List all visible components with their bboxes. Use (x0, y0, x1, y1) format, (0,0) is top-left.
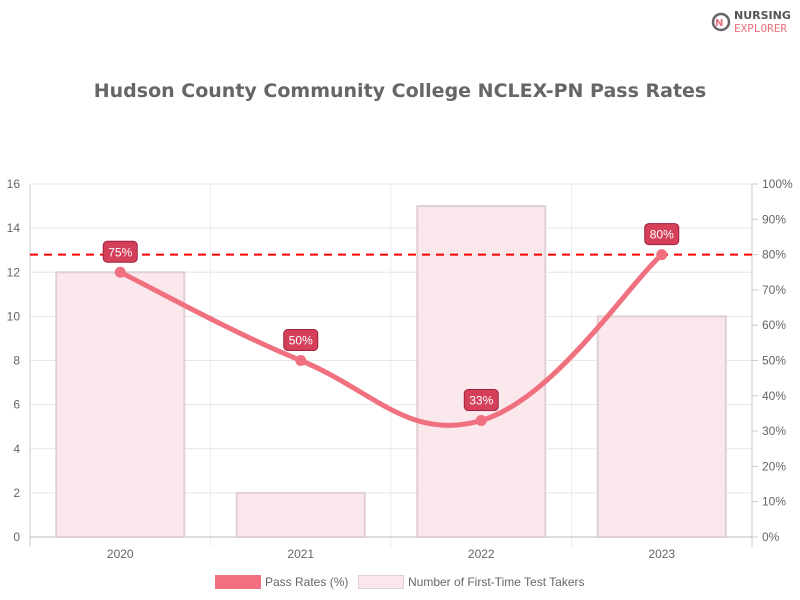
pass-rate-line (117, 252, 665, 428)
bar-2021 (235, 491, 366, 538)
legend-item-test-takers[interactable]: Number of First-Time Test Takers (358, 575, 584, 589)
nursing-explorer-logo: N NURSING EXPLORER (710, 8, 794, 36)
y-right-tick-label: 10% (762, 495, 786, 509)
y-right-tick-label: 90% (762, 212, 786, 226)
pass-rate-point (475, 415, 487, 427)
data-label: 33% (469, 394, 493, 408)
y-left-tick-label: 12 (7, 265, 21, 279)
y-right-tick-label: 70% (762, 283, 786, 297)
legend-item-pass-rates[interactable]: Pass Rates (%) (215, 575, 348, 589)
y-right-tick-label: 30% (762, 424, 786, 438)
y-right-tick-label: 0% (762, 530, 780, 544)
y-right-tick-label: 100% (762, 177, 793, 191)
x-tick-label: 2020 (107, 547, 134, 561)
bar-2023 (596, 315, 727, 538)
y-left-tick-label: 16 (7, 177, 21, 191)
data-label: 75% (108, 245, 132, 259)
data-label-box (283, 329, 319, 351)
svg-text:N: N (715, 18, 723, 29)
y-left-tick-label: 8 (13, 354, 20, 368)
x-tick-label: 2021 (287, 547, 314, 561)
legend-swatch-line (215, 575, 261, 589)
y-left-tick-label: 0 (13, 530, 20, 544)
bar-2022 (416, 205, 547, 538)
y-left-tick-label: 4 (13, 442, 20, 456)
legend-label: Pass Rates (%) (265, 575, 349, 589)
logo-text-1: NURSING (734, 9, 791, 22)
legend-label: Number of First-Time Test Takers (408, 575, 585, 589)
y-right-tick-label: 80% (762, 248, 786, 262)
pass-rate-point (295, 355, 307, 366)
data-label-box (102, 240, 138, 263)
logo-text-2: EXPLORER (734, 22, 787, 35)
y-left-tick-label: 6 (13, 398, 20, 412)
data-label: 50% (289, 334, 313, 348)
x-tick-label: 2022 (468, 547, 495, 561)
pass-rate-point (114, 266, 126, 278)
y-left-tick-label: 14 (7, 221, 21, 235)
y-right-tick-label: 20% (762, 459, 786, 473)
data-label-box (463, 389, 499, 412)
x-tick-label: 2023 (648, 547, 675, 561)
y-left-tick-label: 10 (7, 309, 21, 323)
y-left-tick-label: 2 (13, 486, 20, 500)
logo-icon: N (711, 12, 731, 32)
data-label-box (644, 223, 680, 246)
pass-rate-point (656, 249, 668, 261)
y-right-tick-label: 40% (762, 389, 786, 403)
y-right-tick-label: 60% (762, 318, 786, 332)
bar-2020 (55, 271, 186, 538)
chart-title: Hudson County Community College NCLEX-PN… (93, 80, 707, 102)
data-label: 80% (650, 228, 674, 242)
legend-swatch-bar (358, 575, 404, 589)
y-right-tick-label: 50% (762, 354, 786, 368)
